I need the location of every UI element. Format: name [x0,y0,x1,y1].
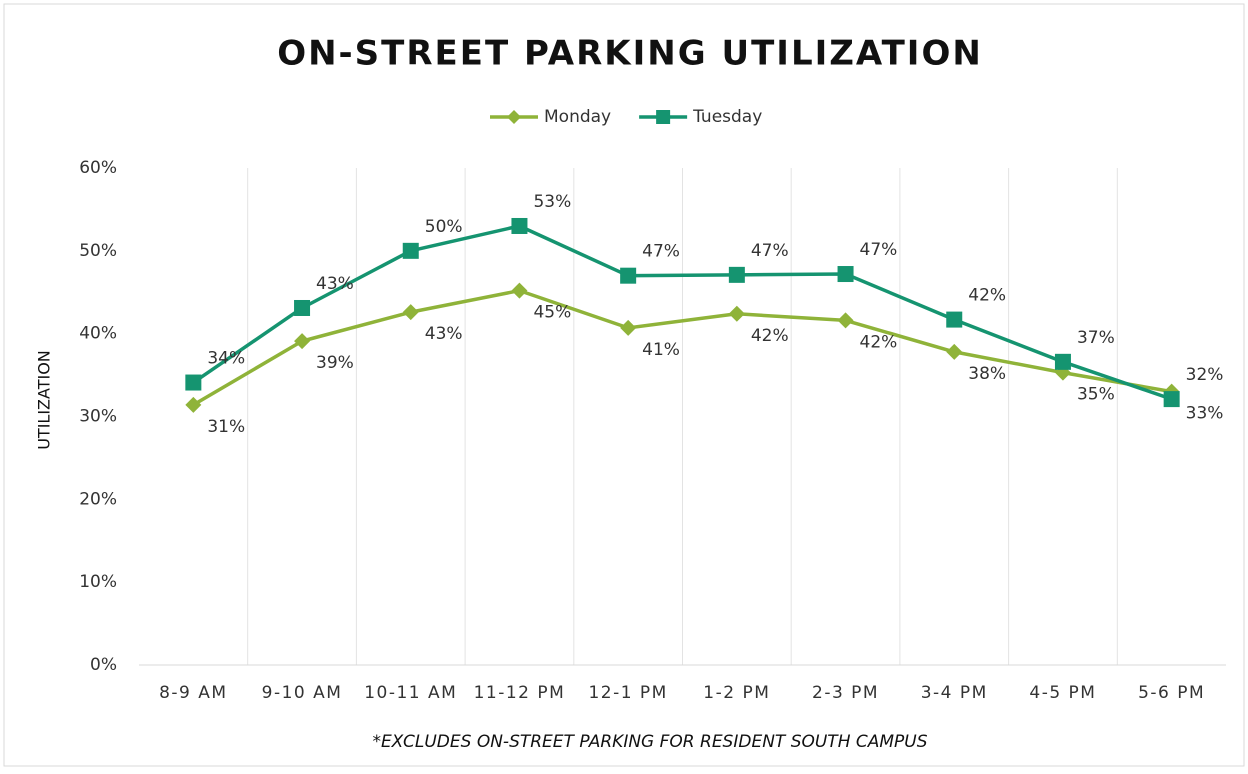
marker [946,343,963,360]
x-tick-label: 8-9 AM [159,683,227,703]
data-label: 45% [533,303,571,323]
data-label: 35% [1077,385,1115,405]
data-label: 43% [425,324,463,344]
data-label: 43% [316,274,354,294]
y-tick-label: 0% [90,655,117,675]
legend-label: Tuesday [692,107,762,127]
y-tick-label: 30% [79,407,117,427]
x-tick-label: 4-5 PM [1029,683,1096,703]
marker [294,299,311,316]
data-label: 39% [316,353,354,373]
footnote: *EXCLUDES ON-STREET PARKING FOR RESIDENT… [372,732,927,752]
marker [946,311,963,328]
x-tick-label: 9-10 AM [262,683,343,703]
x-tick-label: 12-1 PM [588,683,667,703]
marker [620,267,637,284]
marker [837,266,854,283]
marker [185,396,202,413]
data-label: 42% [968,286,1006,306]
legend-marker [507,110,521,124]
data-label: 42% [860,332,898,352]
data-label: 47% [860,240,898,260]
y-tick-label: 10% [79,572,117,592]
marker [837,312,854,329]
data-label: 53% [533,192,571,212]
x-tick-label: 10-11 AM [364,683,457,703]
x-tick-label: 11-12 PM [474,683,566,703]
chart-border [3,3,1245,767]
marker [402,242,419,259]
series-line [192,288,1172,407]
series-line [192,224,1173,401]
marker [728,305,745,322]
data-label: 37% [1077,328,1115,348]
data-label: 38% [968,364,1006,384]
legend-label: Monday [544,107,611,127]
marker [185,374,202,391]
marker [620,319,637,336]
data-label: 33% [1186,404,1224,424]
data-label: 32% [1186,365,1224,385]
data-label: 47% [642,242,680,262]
data-label: 42% [751,326,789,346]
chart-title: ON-STREET PARKING UTILIZATION [277,34,983,74]
x-tick-label: 5-6 PM [1138,683,1205,703]
marker [511,282,528,299]
marker [511,217,528,234]
x-tick-label: 2-3 PM [812,683,879,703]
y-tick-label: 60% [79,158,117,178]
marker [1054,353,1071,370]
marker [402,304,419,321]
data-label: 41% [642,340,680,360]
x-tick-label: 3-4 PM [921,683,988,703]
y-tick-label: 20% [79,489,117,509]
marker [728,266,745,283]
data-label: 31% [207,417,245,437]
data-label: 50% [425,217,463,237]
legend-marker [656,110,671,124]
marker [294,333,311,350]
marker [1163,391,1180,408]
y-tick-label: 40% [79,324,117,344]
x-tick-label: 1-2 PM [703,683,770,703]
y-tick-label: 50% [79,241,117,261]
y-axis-title: UTILIZATION [35,350,54,450]
data-label: 34% [207,349,245,369]
data-label: 47% [751,241,789,261]
